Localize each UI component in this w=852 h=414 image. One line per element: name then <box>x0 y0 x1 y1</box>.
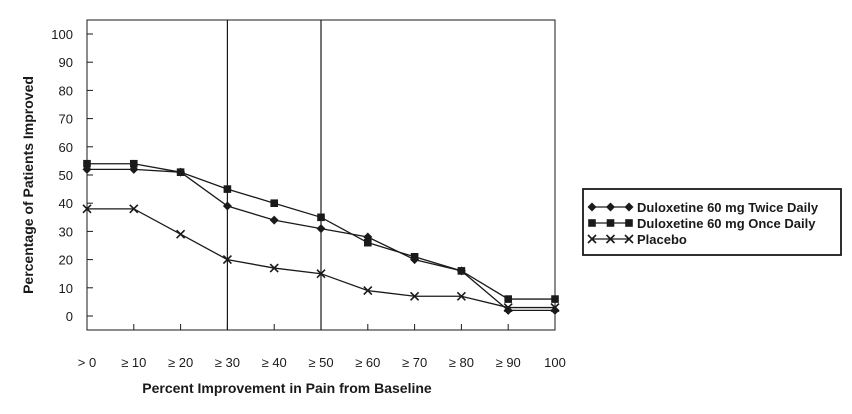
legend-label: Duloxetine 60 mg Twice Daily <box>637 200 819 215</box>
y-tick-label: 40 <box>59 196 73 211</box>
y-tick-label: 10 <box>59 281 73 296</box>
data-point-x <box>176 229 186 239</box>
data-point-square <box>223 185 232 193</box>
data-point-square <box>410 252 419 261</box>
x-tick-label: ≥ 60 <box>355 355 380 370</box>
x-tick-label: ≥ 70 <box>402 355 427 370</box>
x-tick-label: ≥ 40 <box>262 355 287 370</box>
data-point-x <box>316 269 326 279</box>
legend-marker-diamond <box>624 202 634 212</box>
data-point-square <box>130 159 138 168</box>
legend-marker-square <box>588 219 596 227</box>
y-tick-label: 30 <box>59 224 73 239</box>
x-tick-label: > 0 <box>78 355 96 370</box>
legend-marker-x <box>605 234 616 244</box>
legend-label: Duloxetine 60 mg Once Daily <box>637 216 816 231</box>
legend-item: Duloxetine 60 mg Once Daily <box>588 216 816 231</box>
legend-marker-diamond <box>606 202 615 212</box>
y-tick-label: 20 <box>59 253 73 268</box>
legend-marker-square <box>606 219 615 227</box>
x-tick-label: ≥ 20 <box>168 355 193 370</box>
data-point-square <box>317 213 325 222</box>
data-point-x <box>550 302 560 313</box>
legend-marker-square <box>625 219 633 227</box>
data-point-x <box>410 291 420 301</box>
y-tick-label: 70 <box>59 112 73 127</box>
legend-item: Duloxetine 60 mg Twice Daily <box>587 200 819 215</box>
y-tick-label: 100 <box>51 27 73 42</box>
data-point-x <box>129 204 139 214</box>
x-tick-label: ≥ 10 <box>121 355 146 370</box>
data-point-square <box>83 159 91 168</box>
data-point-square <box>270 199 278 207</box>
x-axis-title: Percent Improvement in Pain from Baselin… <box>142 380 432 396</box>
data-point-x <box>269 263 279 273</box>
data-point-square <box>364 238 372 247</box>
legend-marker-x <box>587 234 597 244</box>
legend-label: Placebo <box>637 232 687 247</box>
data-point-square <box>504 295 512 303</box>
data-point-diamond <box>222 201 232 211</box>
y-axis-title: Percentage of Patients Improved <box>20 76 36 294</box>
y-tick-label: 50 <box>59 168 73 183</box>
series-x <box>82 204 560 313</box>
data-point-x <box>503 302 513 313</box>
x-tick-label: ≥ 30 <box>215 355 240 370</box>
data-point-x <box>363 286 373 296</box>
x-tick-label: ≥ 50 <box>308 355 333 370</box>
y-tick-label: 60 <box>59 140 73 155</box>
x-axis: > 0 ≥ 10 ≥ 20 ≥ 30 ≥ 40 ≥ 50 ≥ 60 ≥ 70 ≥ 80 ≥ 90 1… <box>78 324 566 370</box>
data-point-x <box>456 291 466 301</box>
y-tick-label: 0 <box>66 309 73 324</box>
y-tick-label: 90 <box>59 55 73 70</box>
reference-lines <box>226 20 322 330</box>
x-tick-label: ≥ 90 <box>496 355 521 370</box>
x-tick-label: 100 <box>544 355 566 370</box>
data-point-x <box>82 204 92 214</box>
data-point-diamond <box>316 224 326 234</box>
data-point-square <box>176 168 185 176</box>
x-tick-label: ≥ 80 <box>449 355 474 370</box>
y-axis: 0 10 20 30 40 50 60 70 80 90 100 <box>51 27 93 324</box>
data-point-square <box>457 267 466 275</box>
legend-marker-x <box>624 234 634 244</box>
legend-marker-diamond <box>587 202 597 212</box>
data-point-diamond <box>269 215 279 225</box>
data-point-x <box>222 255 232 265</box>
y-tick-label: 80 <box>59 83 73 98</box>
series-square <box>83 159 559 303</box>
series-layer <box>82 159 560 315</box>
legend-item: Placebo <box>587 232 687 247</box>
data-point-square <box>551 295 559 303</box>
